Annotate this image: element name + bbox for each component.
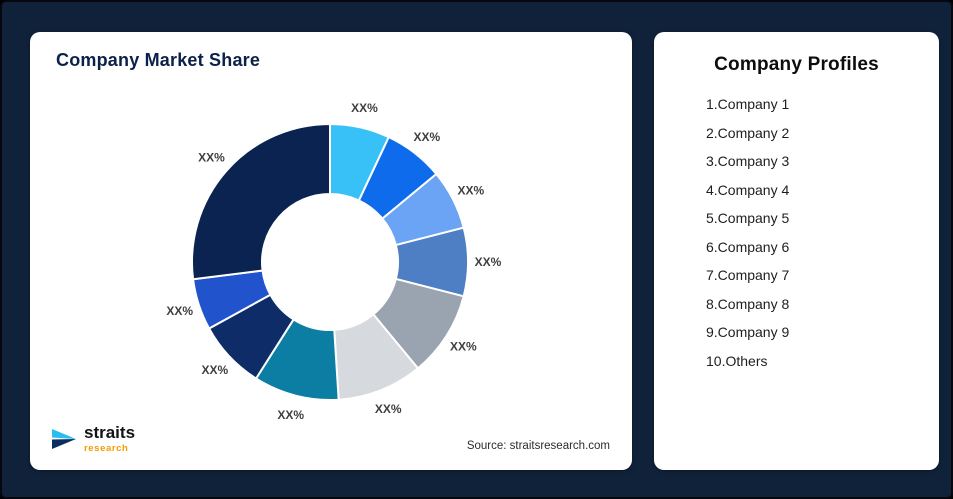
company-list-item: 5.Company 5 xyxy=(706,210,790,226)
logo-brand-text: straits xyxy=(84,423,136,442)
profiles-title: Company Profiles xyxy=(714,54,879,75)
donut-slice-label-10: XX% xyxy=(198,151,225,165)
donut-slice-10-others xyxy=(191,122,331,281)
company-list-item: 2.Company 2 xyxy=(706,124,790,141)
market-share-card: Company Market Share XX% XX% XX% XX% XX% XX% X… xyxy=(30,32,632,470)
company-list-item: 10.Others xyxy=(706,352,768,369)
donut-chart: XX% XX% XX% XX% XX% XX% XX% XX% XX% XX% xyxy=(166,101,502,422)
company-list: 1.Company 1 2.Company 2 3.Company 3 4.Compa… xyxy=(654,90,939,375)
donut-slice-label-6: XX% xyxy=(375,402,402,416)
company-list-item: 7.Company 7 xyxy=(706,267,790,283)
logo-text: straits research xyxy=(84,424,135,454)
source-note: Source: straitsresearch.com xyxy=(466,440,610,452)
donut-chart-area: XX% XX% XX% XX% XX% XX% XX% XX% XX% XX% xyxy=(90,78,570,455)
donut-slice-label-2: XX% xyxy=(413,130,440,144)
company-list-item: 9.Company 9 xyxy=(706,324,790,340)
donut-slice-label-5: XX% xyxy=(450,340,477,354)
straits-logo-icon xyxy=(52,429,76,449)
donut-slice-label-4: XX% xyxy=(475,255,502,269)
company-list-item: 6.Company 6 xyxy=(706,238,790,255)
chart-title: Company Market Share xyxy=(56,50,261,70)
donut-slice-label-9: XX% xyxy=(166,304,193,318)
company-list-item: 4.Company 4 xyxy=(706,181,790,198)
logo-sub-text: research xyxy=(84,443,129,454)
donut-slice-label-1: XX% xyxy=(351,101,378,115)
straits-research-logo: straits research xyxy=(50,424,135,454)
company-list-item: 8.Company 8 xyxy=(706,295,790,312)
donut-slice-label-8: XX% xyxy=(201,363,228,377)
company-list-item: 1.Company 1 xyxy=(706,96,790,112)
company-list-item: 3.Company 3 xyxy=(706,153,790,169)
donut-slice-label-3: XX% xyxy=(457,183,484,197)
donut-slice-label-7: XX% xyxy=(277,408,304,422)
company-profiles-card: Company Profiles 1.Company 1 2.Company 2 3… xyxy=(654,32,939,470)
